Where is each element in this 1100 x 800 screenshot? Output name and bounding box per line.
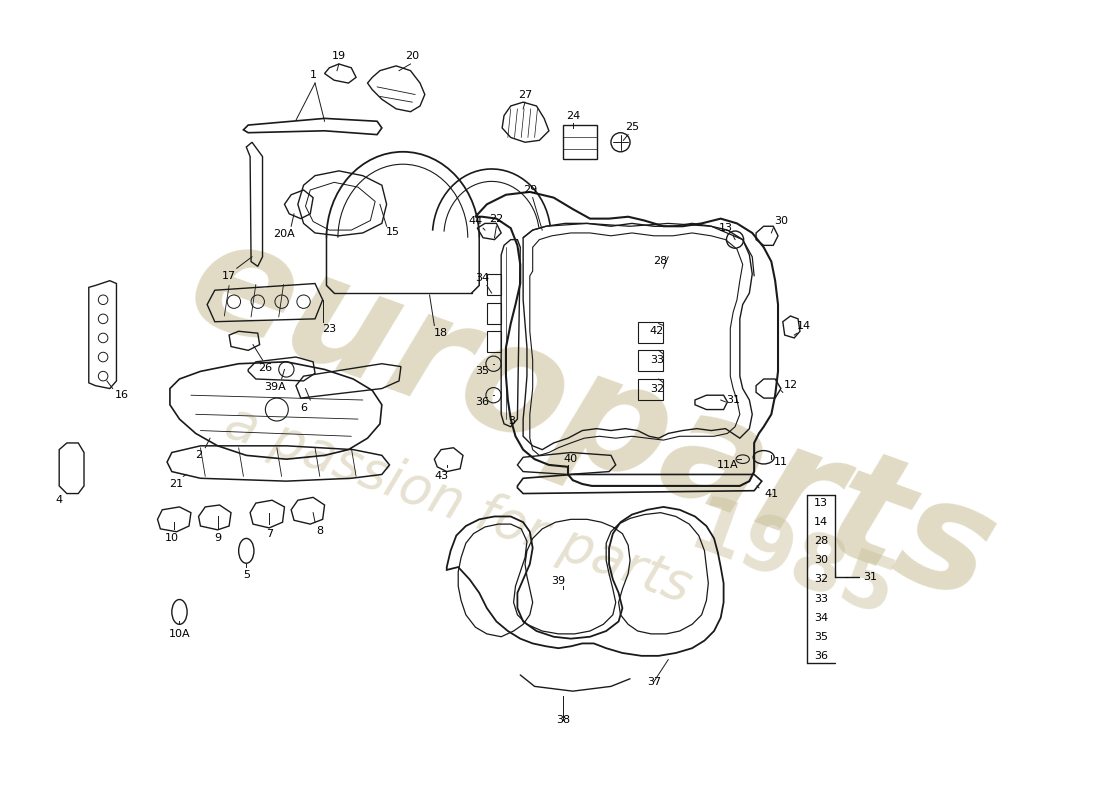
Text: 13: 13 (718, 223, 733, 233)
Text: 36: 36 (475, 397, 490, 407)
Text: 33: 33 (814, 594, 828, 603)
Text: 18: 18 (434, 328, 448, 338)
Text: 2: 2 (195, 450, 202, 460)
Text: 20A: 20A (274, 229, 296, 239)
Text: 40: 40 (564, 454, 578, 464)
Text: 43: 43 (434, 471, 448, 482)
Text: 9: 9 (214, 534, 221, 543)
Text: 23: 23 (322, 324, 337, 334)
Text: 42: 42 (650, 326, 664, 336)
Text: 37: 37 (647, 677, 661, 686)
Text: 22: 22 (490, 214, 504, 224)
Text: 14: 14 (814, 517, 828, 527)
Text: 29: 29 (522, 185, 537, 195)
Text: 24: 24 (565, 110, 580, 121)
Text: 11: 11 (774, 457, 788, 467)
Text: 7: 7 (265, 529, 273, 538)
Text: 36: 36 (814, 651, 828, 661)
Text: a passion for parts: a passion for parts (218, 397, 698, 614)
Text: 10A: 10A (168, 629, 190, 639)
Text: 39A: 39A (264, 382, 286, 392)
Text: 16: 16 (116, 390, 129, 400)
Text: europarts: europarts (169, 205, 1014, 634)
Text: 21: 21 (169, 479, 184, 489)
Text: 1: 1 (309, 70, 317, 81)
Text: 26: 26 (258, 362, 273, 373)
Text: 19: 19 (332, 51, 346, 62)
Text: 11A: 11A (716, 460, 738, 470)
Text: 17: 17 (222, 271, 236, 281)
Text: 14: 14 (796, 321, 811, 330)
Text: 1985: 1985 (680, 491, 905, 634)
Text: 38: 38 (557, 714, 570, 725)
Text: 34: 34 (814, 613, 828, 622)
Text: 32: 32 (650, 383, 663, 394)
Text: 34: 34 (475, 273, 490, 283)
Text: 4: 4 (56, 495, 63, 506)
Text: 27: 27 (518, 90, 532, 99)
Text: 15: 15 (386, 227, 400, 237)
Text: 39: 39 (551, 576, 565, 586)
Text: 12: 12 (783, 380, 798, 390)
Text: 28: 28 (653, 256, 668, 266)
Text: 13: 13 (814, 498, 828, 508)
Text: 32: 32 (814, 574, 828, 585)
Text: 10: 10 (165, 534, 179, 543)
Text: 44: 44 (469, 215, 483, 226)
Text: 31: 31 (864, 572, 878, 582)
Text: 25: 25 (625, 122, 639, 132)
Text: 8: 8 (316, 526, 323, 536)
Text: 28: 28 (814, 536, 828, 546)
Text: 5: 5 (243, 570, 250, 580)
Text: 20: 20 (405, 51, 419, 62)
Text: 31: 31 (726, 395, 740, 405)
Text: 30: 30 (774, 215, 788, 226)
Text: 35: 35 (814, 632, 828, 642)
Text: 33: 33 (650, 355, 663, 365)
Text: 41: 41 (764, 489, 779, 498)
Text: 35: 35 (475, 366, 490, 376)
Text: 6: 6 (300, 402, 307, 413)
Text: 3: 3 (508, 416, 515, 426)
Text: -: - (845, 572, 849, 582)
Text: 30: 30 (814, 555, 828, 566)
